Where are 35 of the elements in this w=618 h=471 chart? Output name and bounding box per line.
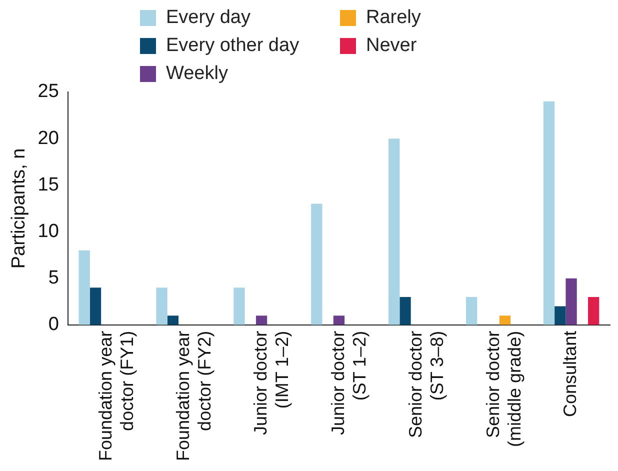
y-tick-label: 15	[38, 174, 59, 196]
bar	[234, 288, 245, 325]
x-tick-label: Foundation year doctor (FY2)	[173, 330, 215, 462]
y-tick-label: 25	[38, 81, 59, 102]
legend-label: Weekly	[166, 63, 228, 85]
legend-label: Never	[366, 35, 417, 57]
x-tick-label: Foundation year doctor (FY1)	[96, 330, 138, 462]
bar	[167, 316, 179, 325]
bar	[156, 288, 168, 325]
bar	[466, 296, 478, 325]
bar	[388, 138, 400, 325]
bar	[400, 296, 411, 325]
bar	[554, 306, 566, 325]
bar	[90, 288, 102, 325]
legend-label: Rarely	[366, 7, 421, 29]
y-tick-label: 5	[48, 268, 59, 289]
bar	[333, 316, 345, 325]
y-tick-label: 10	[38, 220, 59, 242]
x-tick-label: Senior doctor (middle grade)	[482, 330, 524, 447]
legend-label: Every other day	[166, 35, 300, 57]
x-tick-label: Consultant	[560, 330, 580, 417]
bar	[499, 316, 511, 325]
x-tick-label: Senior doctor (ST 3–8)	[405, 330, 447, 438]
y-axis-title: Participants, n	[8, 148, 30, 269]
legend-label: Every day	[166, 7, 250, 29]
y-tick-label: 0	[48, 314, 59, 336]
bar	[78, 250, 90, 325]
bar	[566, 278, 577, 325]
bar	[543, 101, 555, 325]
y-tick-label: 20	[38, 128, 59, 149]
bar	[256, 316, 268, 325]
bar	[588, 296, 600, 325]
bar	[311, 204, 322, 325]
x-tick-label: Junior doctor (IMT 1–2)	[250, 330, 292, 435]
x-tick-label: Junior doctor (ST 1–2)	[328, 330, 370, 435]
